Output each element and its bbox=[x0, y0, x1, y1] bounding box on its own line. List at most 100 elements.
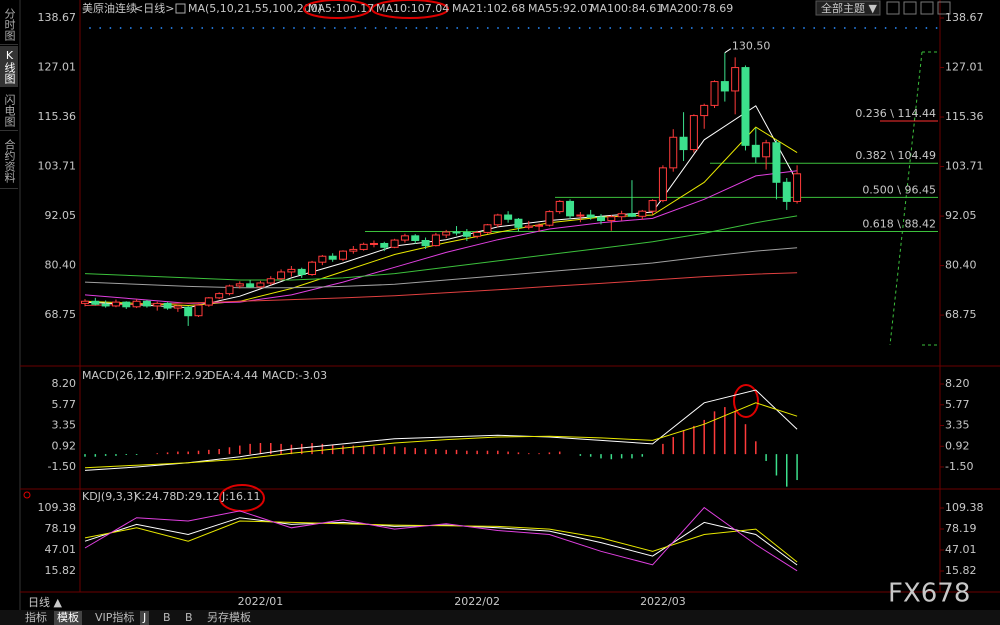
marker-dot bbox=[252, 27, 255, 29]
y-tick-label: 138.67 bbox=[38, 11, 77, 24]
candle-body bbox=[689, 115, 698, 151]
candle-body bbox=[204, 297, 213, 306]
candle-body bbox=[225, 285, 234, 295]
y-tick-label: 92.05 bbox=[45, 209, 77, 222]
indicator-title: KDJ(9,3,3) bbox=[82, 490, 138, 503]
icon[interactable] bbox=[175, 3, 186, 14]
icon[interactable] bbox=[23, 491, 31, 499]
high-pointer bbox=[724, 48, 732, 54]
marker-dot bbox=[415, 27, 418, 29]
sidebar-tab[interactable]: 闪电图 bbox=[0, 90, 18, 131]
period-button[interactable]: 日线 ▲ bbox=[28, 595, 62, 609]
y-tick-label: 127.01 bbox=[945, 61, 984, 74]
candle-body bbox=[380, 242, 389, 248]
y-tick-label: 5.77 bbox=[945, 398, 970, 411]
candle-body bbox=[555, 200, 564, 213]
legend-entry: MA5:100.17 bbox=[308, 2, 374, 15]
x-tick-label: 2022/03 bbox=[640, 595, 686, 608]
candle-body bbox=[597, 216, 605, 222]
sidebar-tab[interactable]: K线图 bbox=[0, 46, 18, 87]
bottom-tab[interactable]: 模板 bbox=[54, 611, 82, 625]
marker-dot bbox=[578, 27, 581, 29]
marker-dot bbox=[864, 27, 867, 29]
marker-dot bbox=[303, 27, 306, 29]
marker-dot bbox=[752, 27, 754, 29]
marker-dot bbox=[435, 27, 438, 29]
marker-dot bbox=[762, 27, 765, 29]
marker-dot bbox=[221, 27, 224, 29]
theme-label[interactable]: 全部主题 ▼ bbox=[821, 1, 877, 15]
marker-dot bbox=[527, 27, 530, 29]
candle-body bbox=[658, 167, 667, 202]
marker-dot bbox=[701, 27, 703, 29]
candle-body bbox=[679, 136, 688, 151]
indicator-line bbox=[84, 402, 798, 469]
candle-body bbox=[751, 144, 760, 158]
sidebar-tab[interactable]: 合约资料 bbox=[0, 134, 18, 189]
bottom-tab[interactable]: 另存模板 bbox=[207, 611, 251, 624]
marker-dot bbox=[242, 27, 244, 29]
candle-body bbox=[782, 181, 791, 202]
candle-body bbox=[101, 303, 110, 307]
icon[interactable] bbox=[920, 1, 934, 15]
marker-dot bbox=[619, 27, 622, 29]
marker-dot bbox=[711, 27, 714, 29]
candle-body bbox=[586, 214, 595, 218]
bottom-tab[interactable]: 指标 bbox=[25, 611, 47, 624]
y-tick-label: 3.35 bbox=[945, 418, 970, 431]
icon[interactable] bbox=[886, 1, 900, 15]
y-tick-label: 92.05 bbox=[945, 209, 977, 222]
icon[interactable] bbox=[903, 1, 917, 15]
y-tick-label: 78.19 bbox=[45, 522, 77, 535]
bottom-tab[interactable]: B bbox=[163, 611, 171, 624]
marker-dot bbox=[915, 27, 918, 29]
marker-dot bbox=[364, 27, 367, 29]
indicator-line bbox=[84, 126, 798, 307]
marker-dot bbox=[925, 27, 928, 29]
y-tick-label: 3.35 bbox=[52, 418, 77, 431]
y-tick-label: 109.38 bbox=[38, 501, 77, 514]
fib-label: 0.382 \ 104.49 bbox=[855, 149, 936, 162]
marker-dot bbox=[180, 27, 183, 29]
marker-dot bbox=[609, 27, 612, 29]
marker-dot bbox=[109, 27, 112, 29]
candle-body bbox=[669, 136, 678, 169]
bottom-tab[interactable]: VIP指标 bbox=[95, 611, 135, 624]
candle-body bbox=[287, 268, 296, 273]
marker-dot bbox=[721, 27, 724, 29]
icon[interactable] bbox=[937, 1, 951, 15]
y-tick-label: 15.82 bbox=[45, 564, 77, 577]
sidebar-tab[interactable]: 分时图 bbox=[0, 4, 18, 45]
candle-body bbox=[720, 81, 729, 92]
chart-title: 美原油连续 bbox=[82, 1, 137, 15]
y-tick-label: 78.19 bbox=[945, 522, 977, 535]
marker-dot bbox=[588, 27, 591, 29]
marker-dot bbox=[894, 27, 897, 29]
projection-line bbox=[889, 51, 938, 346]
y-tick-label: 68.75 bbox=[45, 308, 77, 321]
y-tick-label: 8.20 bbox=[52, 377, 77, 390]
marker-dot bbox=[405, 27, 408, 29]
candle-body bbox=[111, 301, 120, 307]
y-tick-label: 115.36 bbox=[38, 110, 77, 123]
y-tick-label: 68.75 bbox=[945, 308, 977, 321]
bottom-tab[interactable]: J bbox=[140, 611, 150, 625]
marker-dot bbox=[792, 27, 795, 29]
candle-body bbox=[627, 213, 636, 217]
bottom-tab[interactable]: B bbox=[185, 611, 193, 624]
indicator-line bbox=[84, 389, 798, 471]
marker-dot bbox=[211, 27, 214, 29]
theme-button[interactable] bbox=[815, 0, 881, 16]
candle-body bbox=[132, 300, 141, 308]
candle-body bbox=[122, 301, 131, 308]
marker-dot bbox=[517, 27, 520, 29]
marker-dot bbox=[548, 27, 550, 29]
legend-entry: J:16.11 bbox=[221, 490, 260, 503]
marker-dot bbox=[854, 27, 856, 29]
candle-body bbox=[349, 248, 358, 252]
highlight-circle bbox=[303, 0, 371, 19]
marker-dot bbox=[772, 27, 775, 29]
indicator-line bbox=[84, 247, 798, 289]
highlight-circle bbox=[371, 0, 449, 19]
legend-entry: MACD:-3.03 bbox=[262, 369, 327, 382]
